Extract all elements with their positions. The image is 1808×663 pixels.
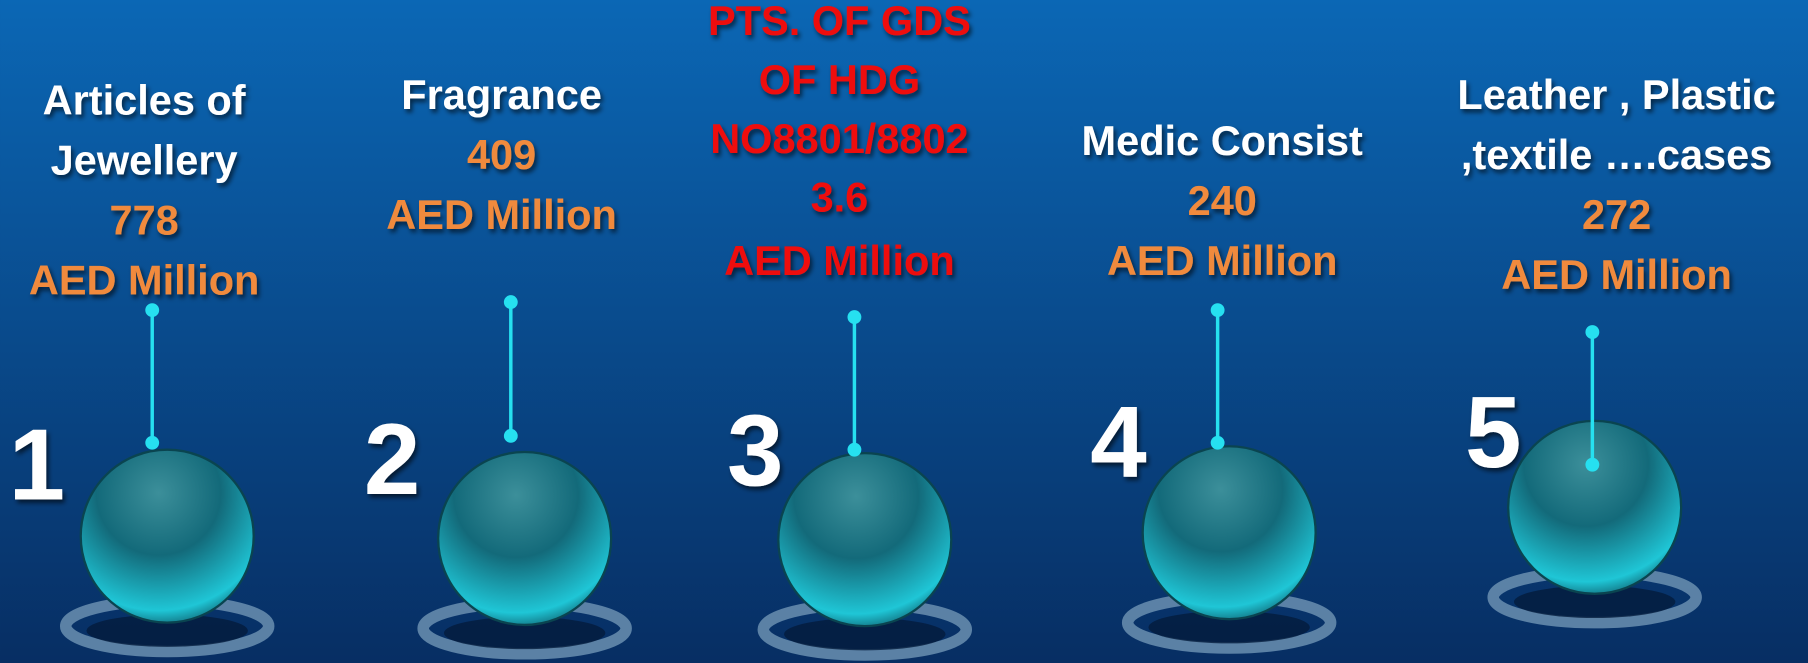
pin-dot [1585, 325, 1600, 339]
item-value: 3.6 [811, 174, 869, 221]
item-number: 5 [1465, 375, 1521, 489]
item-name: Medic Consist [1082, 117, 1364, 164]
pin-dot [847, 442, 862, 457]
items: 1 Articles of Jewellery 778 AED Million 2 Frag… [9, 0, 1776, 661]
pin-dot [503, 428, 518, 443]
item-name: Jewellery [51, 137, 238, 184]
item-name: NO8801/8802 [710, 115, 968, 162]
item-unit: AED Million [1501, 251, 1732, 298]
item-unit: AED Million [1107, 237, 1338, 284]
pin-dot [1585, 457, 1600, 472]
sphere [79, 448, 255, 624]
item: 3 PTS. OF GDS OF HDG NO8801/8802 3.6 AED Mill… [708, 0, 973, 661]
item-value: 778 [110, 197, 179, 244]
item-name: OF HDG [759, 56, 920, 103]
ring-shadow [443, 616, 606, 650]
item-number: 1 [9, 408, 65, 522]
pin-dot [1210, 303, 1225, 318]
item-name: Fragrance [401, 71, 602, 118]
item: 4 Medic Consist 240 AED Million [1082, 117, 1364, 654]
pin-dot [145, 303, 160, 318]
item-unit: AED Million [724, 237, 955, 284]
sphere [437, 450, 613, 627]
pin-dot [1210, 435, 1225, 450]
sphere [1507, 419, 1683, 595]
item: 1 Articles of Jewellery 778 AED Million [9, 77, 275, 658]
item-value: 272 [1582, 191, 1651, 238]
item-number: 2 [364, 402, 420, 516]
item-unit: AED Million [386, 191, 617, 238]
item-name: PTS. OF GDS [708, 0, 971, 44]
item-value: 409 [467, 131, 536, 178]
ring-shadow [784, 618, 946, 651]
item-number: 4 [1090, 384, 1146, 498]
item-unit: AED Million [29, 257, 260, 304]
pin-dot [145, 435, 160, 450]
item-number: 3 [727, 394, 783, 508]
item: 2 Fragrance 409 AED Million [364, 71, 632, 660]
sphere [1141, 445, 1317, 621]
item-name: Leather , Plastic [1457, 71, 1775, 118]
ring-shadow [86, 614, 248, 647]
pin-dot [847, 310, 862, 325]
item: 5 Leather , Plastic ,textile ….cases 272 AED… [1457, 71, 1776, 629]
item-name: ,textile ….cases [1461, 131, 1772, 178]
item-value: 240 [1188, 177, 1257, 224]
pin-dot [503, 295, 518, 310]
ring-shadow [1148, 611, 1310, 644]
item-name: Articles of [43, 77, 246, 124]
sphere [777, 451, 953, 628]
ring-shadow [1513, 585, 1676, 619]
